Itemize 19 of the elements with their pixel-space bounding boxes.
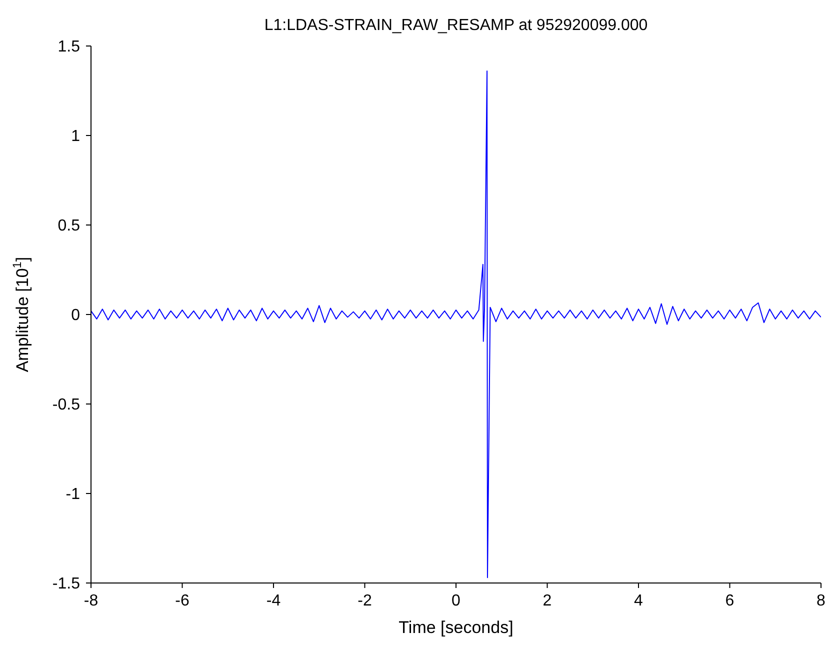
y-tick-label: -1 <box>66 486 80 504</box>
y-tick-label: 1 <box>71 128 80 146</box>
x-tick-label: 4 <box>634 592 644 610</box>
x-axis-title: Time [seconds] <box>398 618 514 638</box>
x-tick-label: 0 <box>452 592 461 610</box>
y-tick-label: -1.5 <box>52 576 80 593</box>
y-tick-label: 1.5 <box>58 38 80 56</box>
y-tick-label: 0 <box>71 307 80 324</box>
x-tick-label: 2 <box>542 592 552 610</box>
x-tick-label: 8 <box>816 592 826 610</box>
y-tick-label: 0.5 <box>58 218 80 235</box>
chart-title: L1:LDAS-STRAIN_RAW_RESAMP at 952920099.000 <box>264 17 648 34</box>
x-tick-label: 6 <box>725 592 734 610</box>
x-tick-label: -8 <box>84 592 98 610</box>
line-series <box>91 70 821 578</box>
x-tick-label: -4 <box>266 592 281 610</box>
x-tick-label: -2 <box>358 592 372 610</box>
y-tick-label: -0.5 <box>52 396 80 414</box>
x-tick-label: -6 <box>175 592 190 610</box>
